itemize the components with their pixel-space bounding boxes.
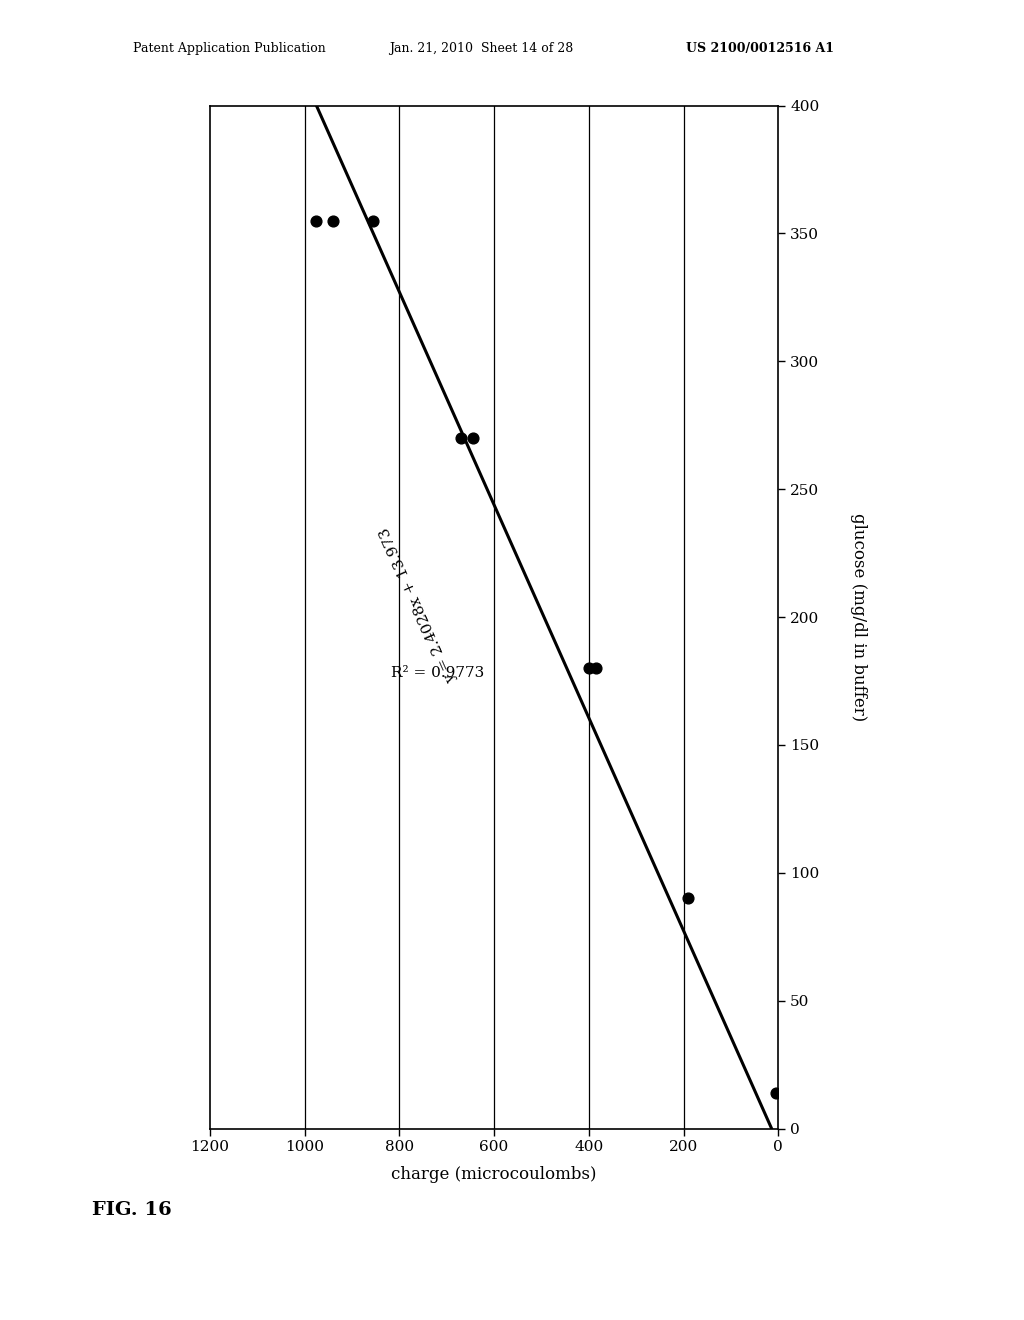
Point bbox=[325, 210, 341, 231]
Y-axis label: glucose (mg/dl in buffer): glucose (mg/dl in buffer) bbox=[850, 513, 867, 721]
Text: R² = 0.9773: R² = 0.9773 bbox=[390, 667, 484, 680]
Point bbox=[588, 657, 604, 678]
Text: Jan. 21, 2010  Sheet 14 of 28: Jan. 21, 2010 Sheet 14 of 28 bbox=[389, 42, 573, 55]
Point bbox=[680, 888, 696, 909]
Point bbox=[465, 428, 481, 449]
Text: Patent Application Publication: Patent Application Publication bbox=[133, 42, 326, 55]
Text: FIG. 16: FIG. 16 bbox=[92, 1201, 172, 1220]
Text: y = 2.4028x + 13.973: y = 2.4028x + 13.973 bbox=[378, 524, 459, 684]
Point bbox=[768, 1082, 784, 1104]
Point bbox=[581, 657, 597, 678]
Point bbox=[453, 428, 469, 449]
X-axis label: charge (microcoulombs): charge (microcoulombs) bbox=[391, 1166, 597, 1183]
Point bbox=[308, 210, 325, 231]
Point bbox=[366, 210, 382, 231]
Text: US 2100/0012516 A1: US 2100/0012516 A1 bbox=[686, 42, 835, 55]
